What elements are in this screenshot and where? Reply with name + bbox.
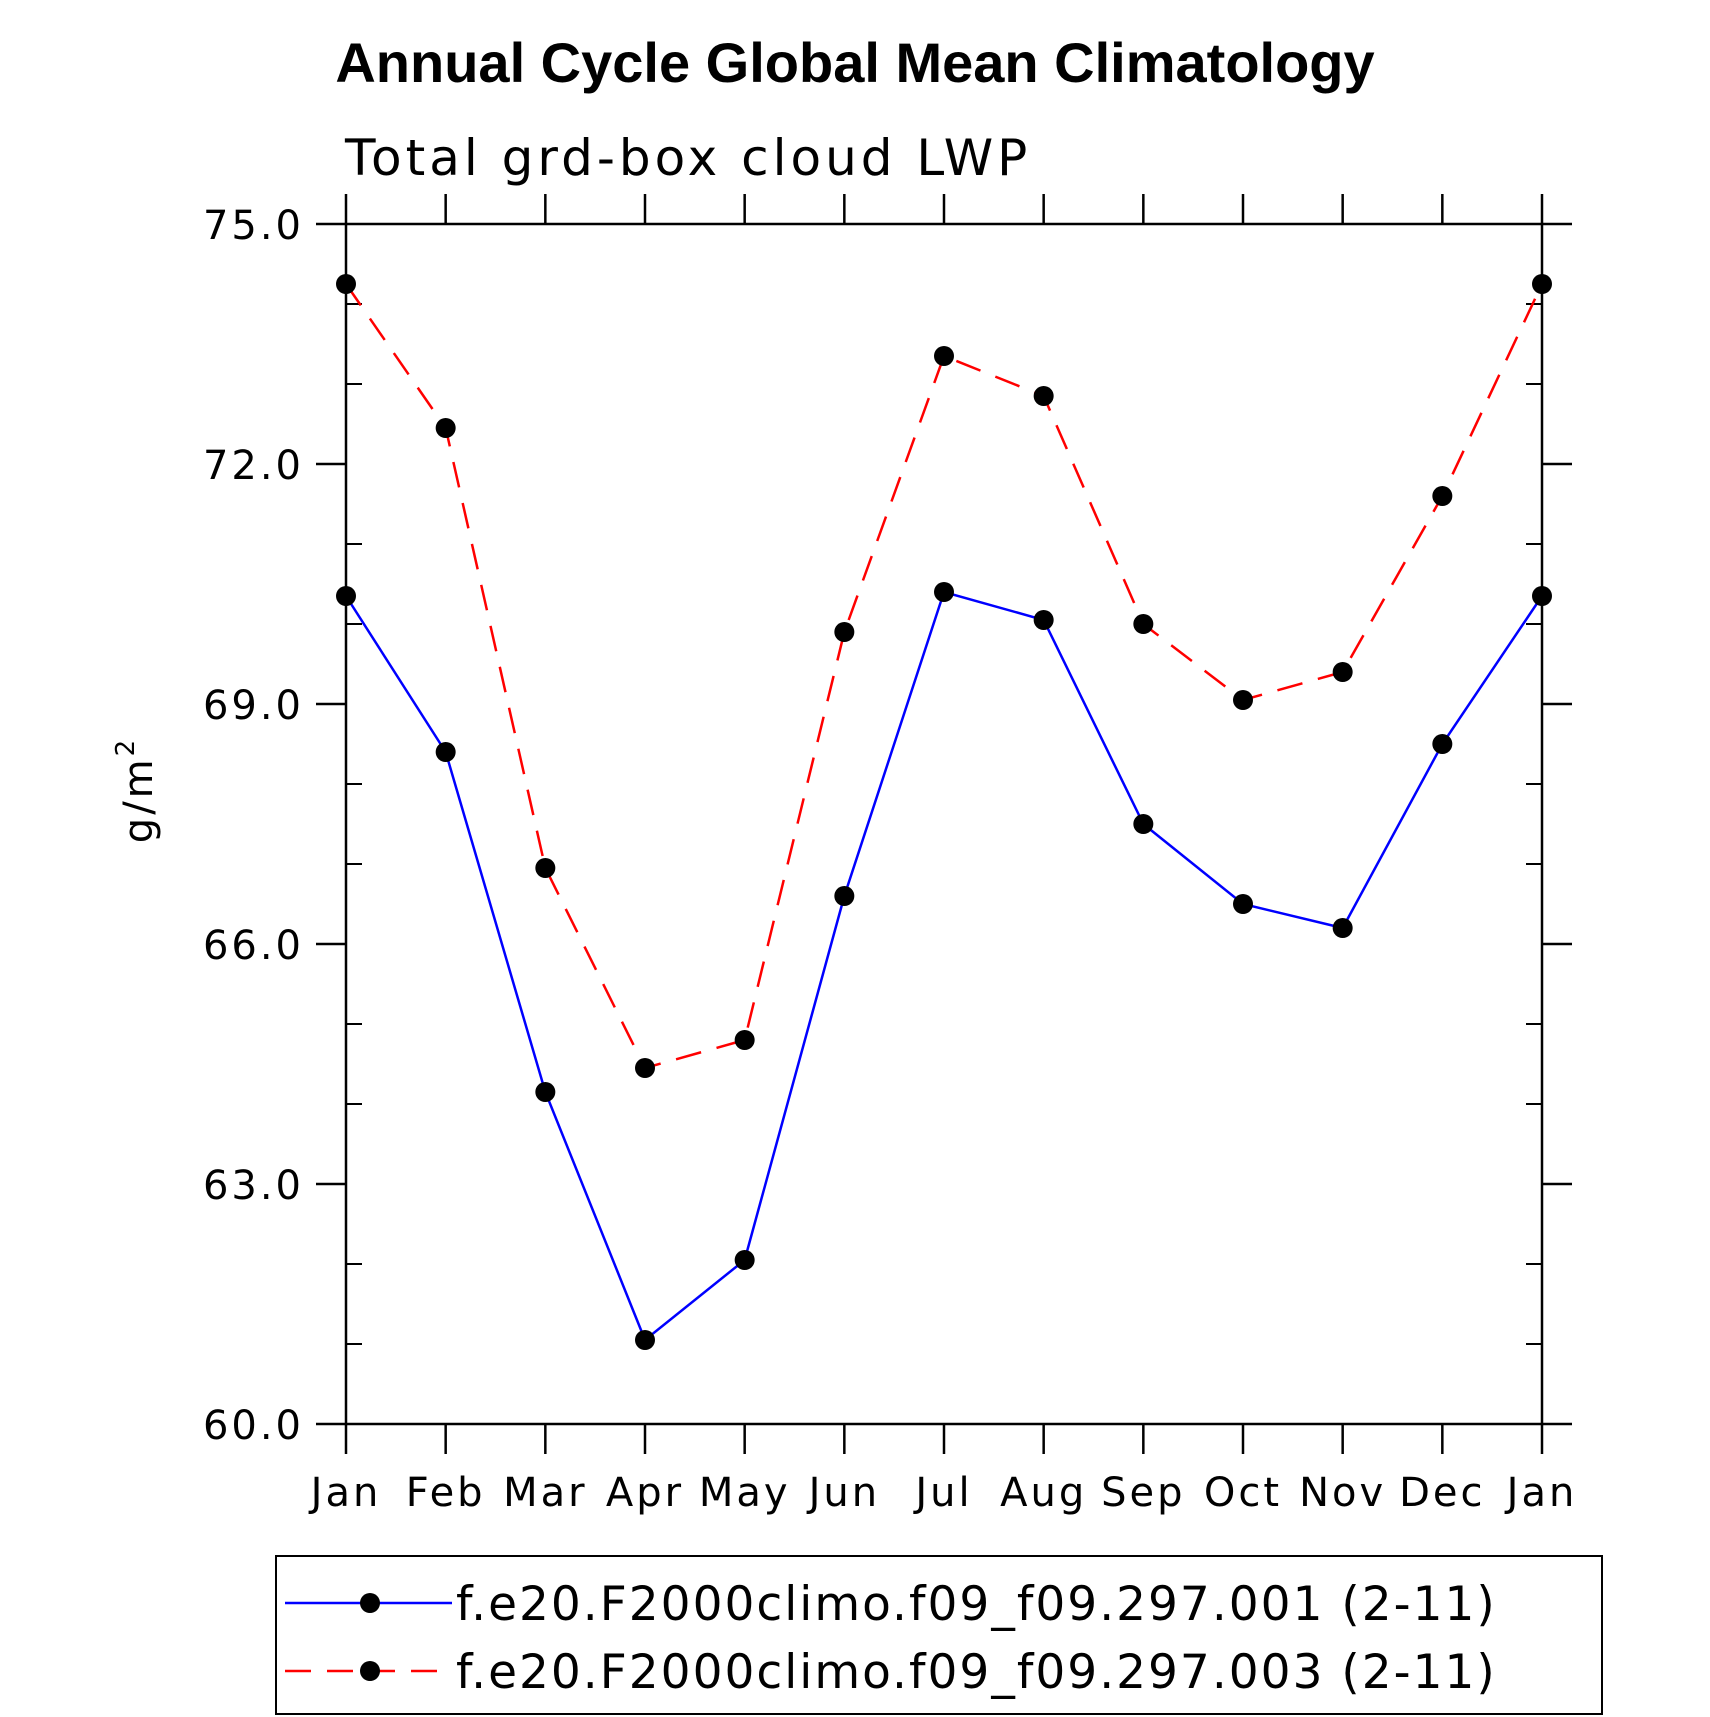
series-1-point xyxy=(1432,734,1453,754)
x-tick-label: Dec xyxy=(1399,1470,1485,1516)
y-tick-label: 69.0 xyxy=(203,683,304,729)
series-1-point xyxy=(1033,610,1054,630)
legend-box xyxy=(275,1555,1603,1715)
series-1-point xyxy=(435,742,456,762)
chart-subtitle: Total grd-box cloud LWP xyxy=(344,129,1031,187)
svg-text:g/m2: g/m2 xyxy=(111,737,162,843)
legend-label-series-2: f.e20.F2000climo.f09_f09.297.003 (2-11) xyxy=(456,1645,1497,1700)
plot-frame xyxy=(344,222,1544,1426)
legend: f.e20.F2000climo.f09_f09.297.001 (2-11) … xyxy=(275,1555,1603,1715)
series-layer xyxy=(336,274,1552,1350)
x-tick-label: Feb xyxy=(406,1470,486,1516)
axes xyxy=(316,194,1572,1454)
series-2-line xyxy=(344,283,1544,1070)
series-2-point xyxy=(1432,486,1453,506)
series-1-point xyxy=(1133,814,1154,834)
series-2-point xyxy=(834,622,855,642)
x-tick-label: Jul xyxy=(912,1470,972,1516)
series-1-point xyxy=(1332,918,1353,938)
series-1-point xyxy=(934,582,954,602)
series-2-point xyxy=(1133,614,1154,634)
series-2-point xyxy=(734,1030,755,1050)
y-tick-label: 75.0 xyxy=(203,203,304,249)
series-2-point xyxy=(934,346,954,366)
series-1-point xyxy=(336,586,356,606)
x-tick-label: Jan xyxy=(308,1470,382,1516)
x-tick-label: Oct xyxy=(1204,1470,1282,1516)
y-tick-label: 60.0 xyxy=(203,1403,304,1449)
series-1-point xyxy=(834,886,855,906)
series-2-point xyxy=(1233,690,1253,710)
y-tick-label: 66.0 xyxy=(203,923,304,969)
series-2-point xyxy=(435,418,456,438)
series-1-point xyxy=(535,1082,556,1102)
x-tick-label: Aug xyxy=(1000,1470,1087,1516)
series-2-point xyxy=(635,1058,655,1078)
series-2-point xyxy=(1532,274,1552,294)
series-1-point xyxy=(1532,586,1552,606)
tick-labels: 60.0 63.0 66.0 69.0 72.0 75.0 Jan Feb Mar Apr May J… xyxy=(203,203,1578,1516)
x-tick-label: Sep xyxy=(1101,1470,1185,1516)
series-2-point xyxy=(1332,662,1353,682)
chart-title: Annual Cycle Global Mean Climatology xyxy=(335,31,1374,94)
y-tick-label: 72.0 xyxy=(203,443,304,489)
x-tick-label: Nov xyxy=(1299,1470,1386,1516)
y-axis-label-text: g/m xyxy=(116,756,162,843)
series-1-point xyxy=(1233,894,1253,914)
series-1-point xyxy=(734,1250,755,1270)
x-tick-label: Jan xyxy=(1504,1470,1578,1516)
x-tick-label: May xyxy=(699,1470,791,1516)
y-tick-label: 63.0 xyxy=(203,1163,304,1209)
legend-marker-series-1 xyxy=(360,1593,380,1613)
x-tick-label: Mar xyxy=(503,1470,587,1516)
series-2-point xyxy=(535,858,556,878)
series-1-line xyxy=(344,590,1544,1343)
series-2-point xyxy=(336,274,356,294)
y-axis-label: g/m2 xyxy=(111,737,162,843)
x-tick-label: Apr xyxy=(606,1470,684,1516)
legend-marker-series-2 xyxy=(360,1661,380,1681)
y-axis-label-superscript: 2 xyxy=(111,737,141,757)
series-2-point xyxy=(1033,386,1054,406)
legend-label-series-1: f.e20.F2000climo.f09_f09.297.001 (2-11) xyxy=(456,1577,1497,1632)
series-1-point xyxy=(635,1330,655,1350)
x-tick-label: Jun xyxy=(806,1470,881,1516)
